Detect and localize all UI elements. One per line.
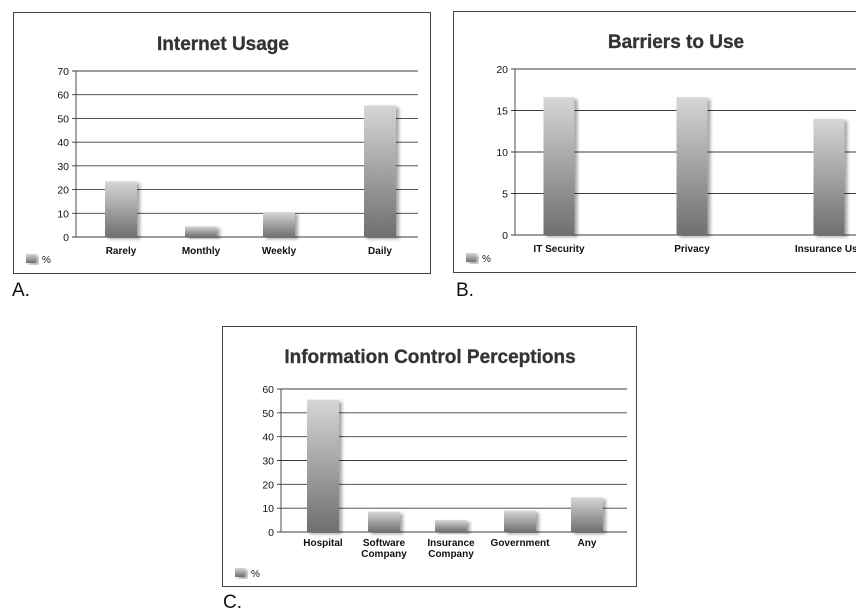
x-tick-label: Privacy [674, 244, 710, 255]
bar [105, 181, 137, 237]
y-tick-label: 40 [57, 137, 69, 149]
bar [307, 399, 339, 532]
x-tick-label: Software Company [361, 538, 407, 560]
x-tick-label: Hospital [303, 538, 343, 549]
panel-label-b: B. [456, 280, 474, 301]
x-tick-label: Monthly [182, 246, 221, 257]
x-tick-label: Any [578, 538, 597, 549]
chart-b: Barriers to Use 0 5 10 15 20 IT Security Privac… [466, 32, 856, 265]
y-tick-label: 60 [262, 384, 274, 396]
x-tick-label: Insurance Use [795, 244, 856, 255]
y-tick-label: 20 [496, 64, 508, 76]
bar [504, 510, 536, 532]
x-tick-label: Daily [368, 246, 392, 257]
x-tick-label: Weekly [262, 246, 297, 257]
bar [368, 511, 400, 532]
legend-swatch [235, 568, 245, 577]
bar [263, 212, 295, 237]
y-tick-label: 0 [502, 230, 508, 242]
y-tick-label: 15 [496, 106, 508, 118]
legend-swatch [466, 253, 476, 262]
bar [676, 97, 708, 235]
y-tick-label: 0 [268, 527, 274, 539]
panel-label-a: A. [12, 280, 30, 301]
chart-a: Internet Usage 0 10 20 30 40 50 60 70 Rarely Month… [26, 34, 418, 266]
bar [185, 226, 217, 237]
x-tick-label: Rarely [106, 246, 137, 257]
y-tick-label: 30 [57, 161, 69, 173]
y-tick-label: 10 [496, 147, 508, 159]
y-tick-label: 30 [262, 456, 274, 468]
y-tick-label: 50 [262, 408, 274, 420]
legend-label: % [42, 255, 51, 266]
legend-label: % [482, 254, 491, 265]
y-tick-label: 10 [57, 208, 69, 220]
bar [364, 105, 396, 237]
x-tick-label: Insurance Company [427, 538, 475, 560]
chart-title: Barriers to Use [608, 32, 744, 53]
y-tick-label: 70 [57, 66, 69, 78]
y-tick-label: 40 [262, 432, 274, 444]
legend-swatch [26, 254, 36, 263]
y-tick-label: 5 [502, 189, 508, 201]
chart-title: Internet Usage [157, 34, 289, 55]
bar [435, 520, 467, 532]
bar [571, 497, 603, 532]
y-tick-label: 10 [262, 503, 274, 515]
y-tick-label: 50 [57, 113, 69, 125]
chart-panel-c: Information Control Perceptions 0 10 20 30 40… [222, 326, 637, 587]
y-tick-label: 0 [63, 232, 69, 244]
chart-panel-b: Barriers to Use 0 5 10 15 20 IT Security Privac… [453, 11, 856, 273]
bar [543, 97, 575, 235]
y-tick-label: 20 [57, 185, 69, 197]
y-tick-label: 20 [262, 479, 274, 491]
panel-label-c: C. [223, 592, 242, 613]
legend-label: % [251, 569, 260, 580]
y-tick-label: 60 [57, 90, 69, 102]
chart-panel-a: Internet Usage 0 10 20 30 40 50 60 70 Rarely Month… [13, 12, 431, 274]
x-tick-label: IT Security [533, 244, 585, 255]
chart-c: Information Control Perceptions 0 10 20 30 40… [235, 347, 627, 580]
bar [813, 118, 845, 235]
x-tick-label: Government [491, 538, 551, 549]
chart-title: Information Control Perceptions [284, 347, 575, 368]
